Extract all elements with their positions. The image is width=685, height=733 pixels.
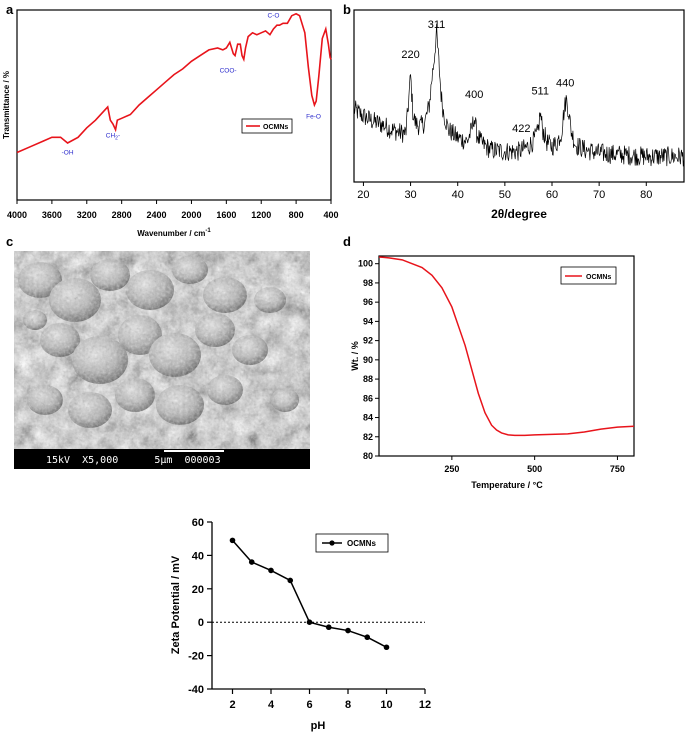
tga-x-axis-title: Temperature / °C [471,480,543,490]
panel-label-a: a [6,2,14,17]
xrd-x-tick-label: 60 [546,189,558,201]
zeta-data-point [268,567,274,574]
tga-series-line [378,256,635,437]
zeta-y-tick-label: 60 [192,517,204,529]
tga-legend-box [560,266,617,285]
ftir-legend-label: OCMNs [263,124,288,131]
tga-y-tick-label: 84 [363,413,373,423]
xrd-x-tick-label: 40 [452,189,464,201]
xrd-x-tick-label: 20 [357,189,369,201]
xrd-peak-label: 400 [465,89,483,101]
ftir-annotation: C-O [267,13,279,20]
sem-info-bar [14,449,310,469]
ftir-x-tick-label: 800 [289,210,304,220]
xrd-peak-label: 440 [556,78,574,90]
xrd-series-line [353,23,685,167]
zeta-data-point [287,577,294,584]
xrd-peak-label: 311 [428,19,446,31]
zeta-data-point [383,644,390,651]
zeta-x-tick-label: 12 [419,699,431,711]
ftir-legend-box [241,118,293,134]
sem-caption: 15kV X5,000 5µm 000003 [46,455,221,466]
zeta-data-point [325,624,332,631]
zeta-y-tick-label: -20 [188,651,204,663]
ftir-annotation: CH2- [106,132,120,141]
tga-plot-frame [378,255,635,457]
zeta-chart: -40 -20 0 20 40 60 2 4 6 8 10 12 OCMNs pH Zeta Pote… [170,517,431,732]
tga-y-tick-label: 94 [363,316,373,326]
tga-legend-label: OCMNs [586,274,611,281]
xrd-peak-label: 220 [401,49,419,61]
xrd-peak-label: 422 [512,123,530,135]
zeta-legend-marker [329,540,335,546]
ftir-x-axis-title: Wavenumber / cm-1 [137,228,211,238]
ftir-plot-frame [16,9,332,201]
panel-label-c: c [6,234,13,249]
ftir-annotation: COO- [220,68,237,75]
ftir-x-tick-label: 2000 [181,210,201,220]
ftir-chart: 4000 3600 3200 2800 2400 2000 1600 1200 800 400 -… [2,9,339,238]
panel-label-b: b [343,2,351,17]
zeta-data-point [364,634,371,641]
zeta-data-point [248,559,255,565]
xrd-x-tick-label: 80 [640,189,652,201]
zeta-x-tick-label: 8 [345,699,351,711]
tga-chart: 80 82 84 86 88 90 92 94 96 98 100 250 500 750 OCMNs T… [350,255,635,490]
ftir-x-tick-label: 3200 [77,210,97,220]
zeta-y-axis-title: Zeta Potential / mV [170,555,182,654]
tga-y-tick-label: 90 [363,355,373,365]
ftir-x-tick-label: 4000 [7,210,27,220]
ftir-annotation: -OH [62,149,74,156]
tga-x-tick-label: 750 [610,464,625,474]
tga-y-tick-label: 92 [363,336,373,346]
ftir-series-line [16,12,332,154]
zeta-x-tick-label: 2 [229,699,235,711]
tga-y-tick-label: 86 [363,393,373,403]
zeta-data-point [345,627,351,634]
ftir-x-tick-label: 2400 [147,210,167,220]
zeta-series-line [231,539,387,648]
sem-grain [14,251,310,469]
xrd-x-axis-title: 2θ/degree [491,207,547,221]
tga-y-tick-label: 80 [363,451,373,461]
xrd-x-tick-label: 50 [499,189,511,201]
zeta-data-point [306,619,313,625]
xrd-x-tick-label: 30 [404,189,416,201]
zeta-x-axis-title: pH [311,720,326,732]
zeta-y-tick-label: 20 [192,584,204,596]
tga-y-axis-title: Wt. / % [350,341,360,371]
xrd-plot-frame [353,9,685,183]
zeta-y-tick-label: -40 [188,684,204,696]
zeta-y-tick-label: 0 [198,617,204,629]
tga-y-tick-label: 100 [358,259,373,269]
ftir-y-axis-title: Transmittance / % [2,71,11,139]
tga-y-tick-label: 82 [363,432,373,442]
zeta-x-tick-label: 6 [306,699,312,711]
xrd-chart: 20 30 40 50 60 70 80 220 311 400 422 511 440 2θ/deg… [353,9,685,221]
panel-label-d: d [343,234,351,249]
xrd-x-tick-label: 70 [593,189,605,201]
tga-y-tick-label: 96 [363,297,373,307]
ftir-x-tick-label: 1200 [251,210,271,220]
tga-x-tick-label: 500 [527,464,542,474]
ftir-x-tick-label: 3600 [42,210,62,220]
zeta-legend-box [315,533,389,553]
ftir-x-tick-label: 400 [323,210,338,220]
tga-x-tick-label: 250 [444,464,459,474]
zeta-y-tick-label: 40 [192,550,204,562]
zeta-data-point [229,537,236,544]
zeta-x-tick-label: 4 [268,699,275,711]
ftir-annotation: Fe-O [306,113,321,120]
zeta-legend-label: OCMNs [347,539,376,548]
zeta-x-tick-label: 10 [380,699,392,711]
ftir-x-tick-label: 1600 [216,210,236,220]
xrd-peak-label: 511 [531,86,549,98]
ftir-x-tick-label: 2800 [112,210,132,220]
tga-y-tick-label: 98 [363,278,373,288]
sem-micrograph: 15kV X5,000 5µm 000003 [14,251,310,469]
tga-y-tick-label: 88 [363,374,373,384]
